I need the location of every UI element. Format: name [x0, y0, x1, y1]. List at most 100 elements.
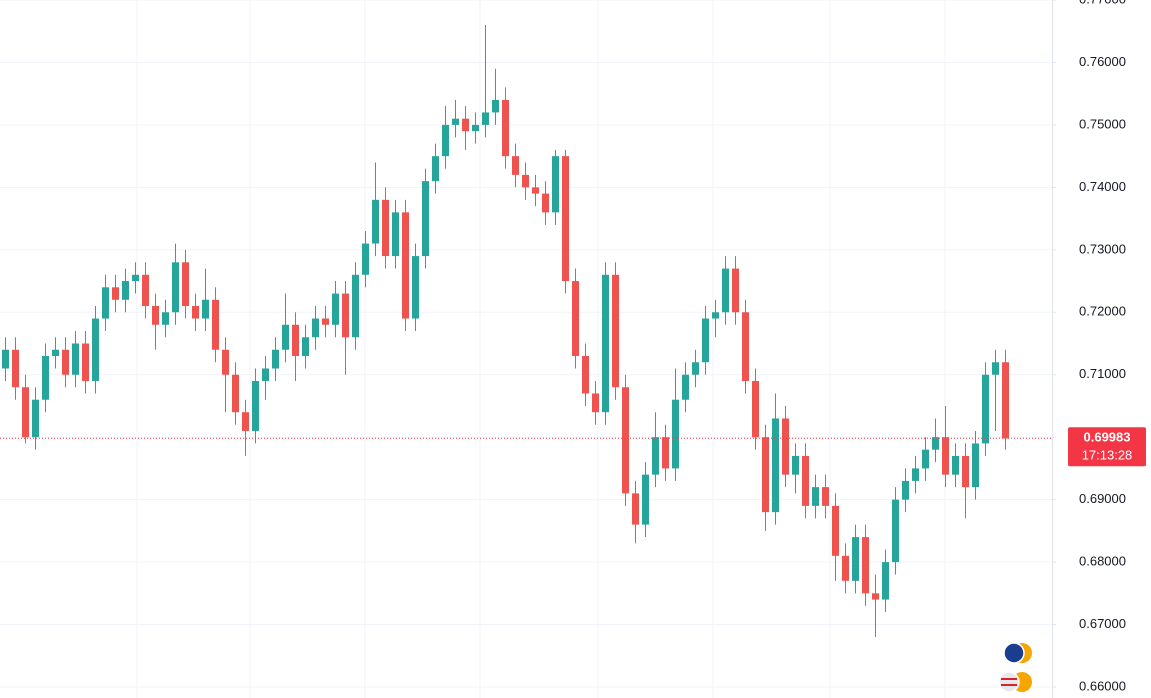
- candle-body: [692, 362, 699, 375]
- y-tick-label: 0.69000: [1079, 491, 1126, 506]
- candle-body: [282, 324, 289, 350]
- candle-body: [542, 193, 549, 213]
- last-price-box: [1068, 427, 1146, 467]
- candle-body: [912, 468, 919, 481]
- candle-body: [252, 380, 259, 431]
- candle-body: [392, 212, 399, 257]
- y-tick-label: 0.74000: [1079, 179, 1126, 194]
- candle-body: [922, 449, 929, 469]
- candle-body: [382, 199, 389, 257]
- candle-body: [842, 555, 849, 581]
- candle-body: [1002, 362, 1009, 439]
- candle-body: [452, 118, 459, 125]
- candle-body: [182, 262, 189, 307]
- candle-body: [232, 374, 239, 413]
- candle-body: [852, 537, 859, 581]
- candle-body: [2, 349, 9, 369]
- candle-body: [82, 343, 89, 381]
- currency-icons: [998, 642, 1032, 693]
- candle-body: [742, 312, 749, 381]
- candle-body: [902, 480, 909, 500]
- candle-body: [752, 380, 759, 438]
- candle-body: [482, 112, 489, 125]
- candle-body: [952, 455, 959, 475]
- icon-aud: [1003, 642, 1025, 664]
- candle-body: [352, 274, 359, 338]
- candle-body: [212, 299, 219, 350]
- y-tick-label: 0.68000: [1079, 554, 1126, 569]
- candle-body: [62, 349, 69, 375]
- candle-body: [112, 287, 119, 300]
- candle-body: [302, 337, 309, 356]
- candle-body: [792, 455, 799, 475]
- candle-body: [812, 487, 819, 506]
- candle-body: [272, 349, 279, 369]
- candle-body: [972, 443, 979, 488]
- candle-body: [192, 306, 199, 319]
- candle-body: [532, 187, 539, 194]
- candle-body: [222, 349, 229, 375]
- countdown-label: 17:13:28: [1082, 448, 1133, 463]
- candle-body: [652, 437, 659, 475]
- y-tick-label: 0.76000: [1079, 54, 1126, 69]
- candle-body: [422, 181, 429, 257]
- y-tick-label: 0.73000: [1079, 241, 1126, 256]
- candle-body: [932, 437, 939, 450]
- candle-body: [612, 274, 619, 388]
- candle-body: [822, 487, 829, 506]
- candle-body: [132, 274, 139, 282]
- candle-body: [702, 318, 709, 363]
- candle-body: [712, 312, 719, 319]
- candle-body: [502, 99, 509, 157]
- candle-body: [372, 199, 379, 244]
- y-tick-label: 0.75000: [1079, 116, 1126, 131]
- candle-body: [562, 156, 569, 282]
- candle-body: [122, 281, 129, 300]
- candle-body: [172, 262, 179, 313]
- candle-body: [492, 99, 499, 113]
- candle-body: [512, 156, 519, 175]
- candle-body: [102, 287, 109, 319]
- candle-body: [942, 437, 949, 475]
- candle-body: [632, 493, 639, 525]
- candle-body: [202, 299, 209, 319]
- candle-body: [332, 293, 339, 325]
- last-price-label: 0.69983: [1084, 430, 1131, 445]
- candle-body: [882, 562, 889, 600]
- candle-body: [312, 318, 319, 338]
- candle-body: [462, 118, 469, 132]
- candle-body: [622, 387, 629, 494]
- candle-body: [592, 393, 599, 413]
- candle-body: [52, 349, 59, 356]
- candle-body: [342, 293, 349, 338]
- candle-body: [32, 399, 39, 438]
- candle-body: [582, 355, 589, 394]
- candle-body: [292, 324, 299, 356]
- candle-body: [662, 437, 669, 469]
- candle-body: [982, 374, 989, 444]
- candle-body: [322, 318, 329, 325]
- candle-body: [162, 312, 169, 325]
- candle-body: [442, 124, 449, 157]
- candle-body: [722, 268, 729, 313]
- candle-body: [72, 343, 79, 375]
- candle-body: [832, 505, 839, 556]
- candle-body: [522, 174, 529, 188]
- candle-body: [642, 474, 649, 525]
- candle-body: [412, 256, 419, 319]
- candle-body: [362, 243, 369, 275]
- candle-body: [242, 412, 249, 431]
- y-tick-label: 0.77000: [1079, 0, 1126, 6]
- icon-stripe: [1001, 684, 1017, 686]
- candle-body: [672, 399, 679, 469]
- candle-body: [682, 374, 689, 400]
- candle-body: [762, 437, 769, 513]
- candle-body: [22, 387, 29, 438]
- y-tick-label: 0.72000: [1079, 304, 1126, 319]
- candle-body: [262, 368, 269, 381]
- y-tick-label: 0.66000: [1079, 678, 1126, 693]
- candle-body: [572, 281, 579, 356]
- candle-body: [782, 418, 789, 475]
